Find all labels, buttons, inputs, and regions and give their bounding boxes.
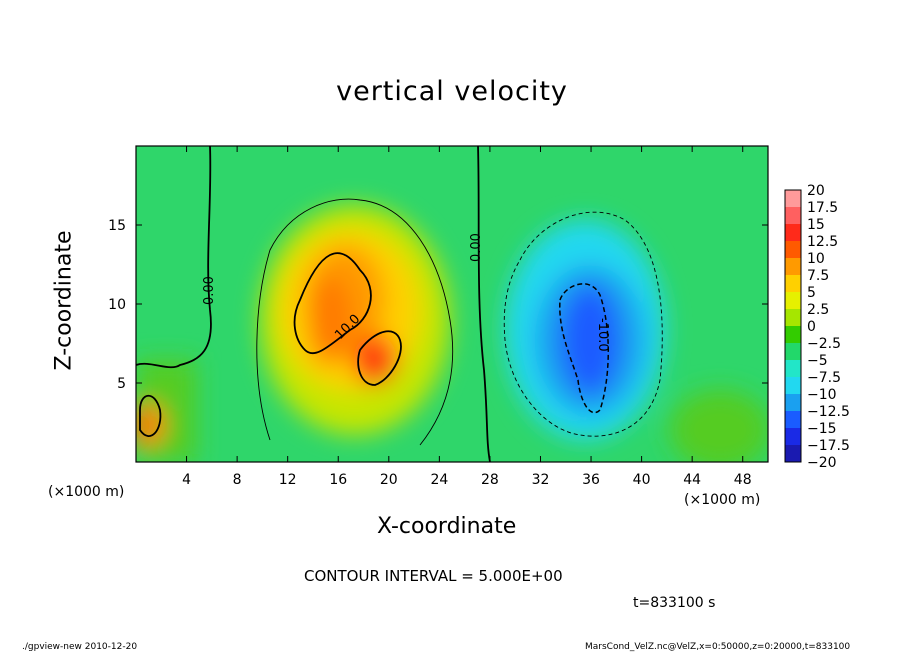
colorbar-label: 7.5 (807, 268, 829, 284)
y-tick-label: 5 (117, 376, 126, 392)
x-tick-label: 44 (683, 472, 701, 488)
x-tick-label: 48 (734, 472, 752, 488)
contours (136, 146, 663, 462)
x-tick-label: 4 (182, 472, 191, 488)
colorbar-label: −5 (807, 353, 828, 369)
colorbar: 2017.51512.5107.552.50−2.5−5−7.5−10−12.5… (784, 183, 850, 471)
field-background (136, 146, 768, 462)
colorbar-label: −10 (807, 387, 837, 403)
colorbar-label: −7.5 (807, 370, 841, 386)
footer-right: MarsCond_VelZ.nc@VelZ,x=0:50000,z=0:2000… (585, 642, 851, 652)
colorbar-label: −20 (807, 455, 837, 471)
y-axis-label: Z-coordinate (51, 230, 77, 371)
colorbar-swatch (785, 428, 801, 446)
chart-title: vertical velocity (336, 76, 568, 107)
colorbar-swatch (785, 326, 801, 344)
colorbar-swatch (785, 309, 801, 327)
contour-interval-label: CONTOUR INTERVAL = 5.000E+00 (304, 567, 563, 585)
x-tick-label: 20 (380, 472, 398, 488)
colorbar-frame (784, 189, 802, 463)
colorbar-label: 12.5 (807, 234, 838, 250)
colorbar-label: −15 (807, 421, 837, 437)
x-tick-label: 16 (329, 472, 347, 488)
colorbar-swatch (785, 394, 801, 412)
colorbar-swatch (785, 190, 801, 208)
x-axis-label: X-coordinate (377, 514, 517, 539)
x-unit-label: (×1000 m) (48, 484, 125, 500)
colorbar-swatch (785, 445, 801, 463)
colorbar-label: 0 (807, 319, 816, 335)
plot-area: 0.00 0.00 10.0 -10.0 (136, 146, 768, 462)
colorbar-label: −12.5 (807, 404, 850, 420)
x-unit-label: (×1000 m) (684, 492, 761, 508)
contour-label: 0.00 (469, 233, 484, 262)
contour-label: 0.00 (202, 276, 217, 305)
y-tick-label: 15 (108, 218, 126, 234)
y-axis: 5 10 15 (108, 218, 768, 392)
colorbar-swatch (785, 292, 801, 310)
x-tick-label: 40 (633, 472, 651, 488)
x-tick-label: 28 (481, 472, 499, 488)
colorbar-label: 2.5 (807, 302, 829, 318)
colorbar-swatch (785, 258, 801, 276)
y-tick-label: 10 (108, 297, 126, 313)
colorbar-swatch (785, 241, 801, 259)
colorbar-swatch (785, 207, 801, 225)
colorbar-label: 10 (807, 251, 825, 267)
x-tick-label: 8 (233, 472, 242, 488)
colorbar-swatch (785, 343, 801, 361)
footer-left: ./gpview-new 2010-12-20 (22, 642, 138, 652)
x-tick-label: 12 (279, 472, 297, 488)
colorbar-label: −17.5 (807, 438, 850, 454)
colorbar-label: 17.5 (807, 200, 838, 216)
colorbar-swatch (785, 377, 801, 395)
x-tick-label: 32 (532, 472, 550, 488)
colorbar-swatch (785, 224, 801, 242)
x-tick-label: 24 (430, 472, 448, 488)
x-tick-label: 36 (582, 472, 600, 488)
colorbar-swatch (785, 275, 801, 293)
colorbar-label: 20 (807, 183, 825, 199)
colorbar-swatch (785, 360, 801, 378)
colorbar-label: 5 (807, 285, 816, 301)
x-axis: 4 8 12 16 20 24 28 32 36 40 44 48 (182, 146, 752, 488)
contour-label: -10.0 (595, 318, 610, 352)
time-label: t=833100 s (633, 595, 716, 611)
colorbar-label: 15 (807, 217, 825, 233)
colorbar-label: −2.5 (807, 336, 841, 352)
colorbar-swatch (785, 411, 801, 429)
